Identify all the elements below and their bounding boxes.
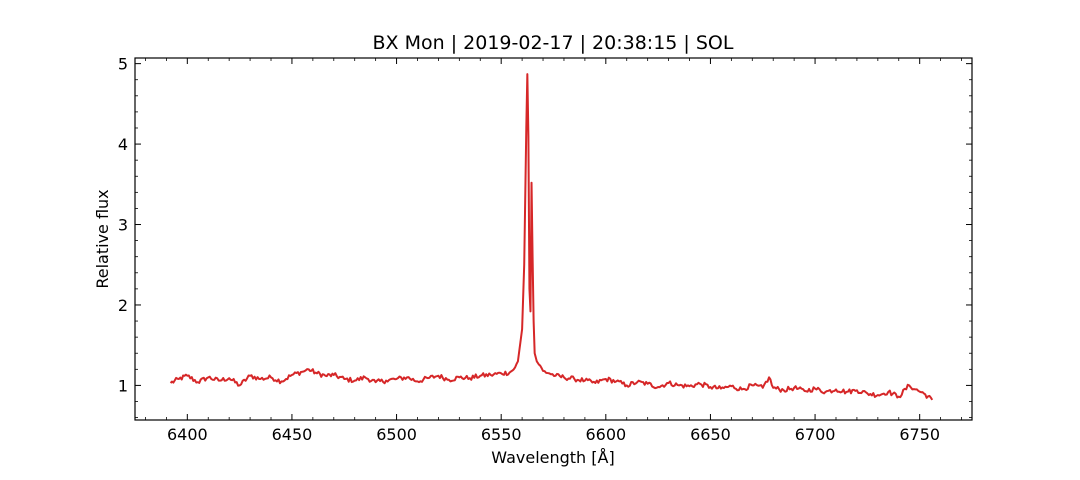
spectrum-line — [169, 73, 934, 401]
y-tick-label-2: 3 — [118, 216, 128, 235]
y-tick-label-3: 4 — [118, 135, 128, 154]
x-axis: 6400 6450 6500 6550 6600 6650 6700 6750 — [145, 58, 962, 444]
plot-frame — [134, 57, 973, 421]
y-tick-label-0: 1 — [118, 376, 128, 395]
y-axis: 1 2 3 4 5 — [118, 55, 972, 418]
x-tick-label-5: 6650 — [690, 425, 731, 444]
y-axis-label: Relative flux — [93, 189, 112, 288]
x-tick-label-6: 6700 — [795, 425, 836, 444]
x-tick-label-4: 6600 — [585, 425, 626, 444]
x-axis-label: Wavelength [Å] — [491, 448, 614, 467]
x-tick-label-1: 6450 — [272, 425, 313, 444]
x-tick-label-7: 6750 — [899, 425, 940, 444]
chart-title: BX Mon | 2019-02-17 | 20:38:15 | SOL — [373, 32, 734, 54]
y-tick-label-1: 2 — [118, 296, 128, 315]
x-tick-label-3: 6550 — [481, 425, 522, 444]
x-tick-label-2: 6500 — [376, 425, 417, 444]
y-tick-label-4: 5 — [118, 55, 128, 74]
x-tick-label-0: 6400 — [167, 425, 208, 444]
